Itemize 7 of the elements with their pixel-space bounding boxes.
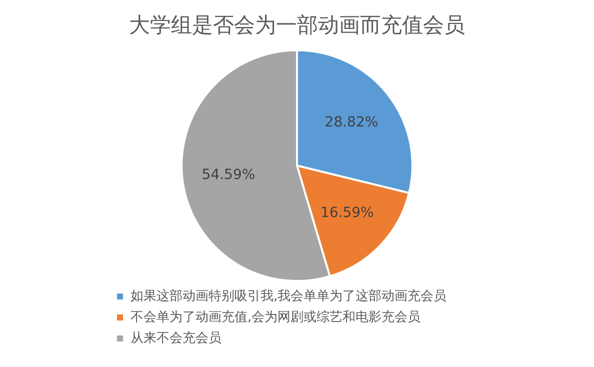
legend-label: 如果这部动画特别吸引我,我会单单为了这部动画充会员	[130, 288, 447, 304]
legend-label: 不会单为了动画充值,会为网剧或综艺和电影充会员	[130, 310, 421, 325]
data-label: 54.59%	[202, 167, 256, 184]
data-label: 28.82%	[324, 114, 378, 130]
chart-title: 大学组是否会为一部动画而充值会员	[129, 13, 465, 38]
data-label: 16.59%	[320, 205, 374, 221]
legend-label: 从来不会充会员	[130, 330, 222, 346]
